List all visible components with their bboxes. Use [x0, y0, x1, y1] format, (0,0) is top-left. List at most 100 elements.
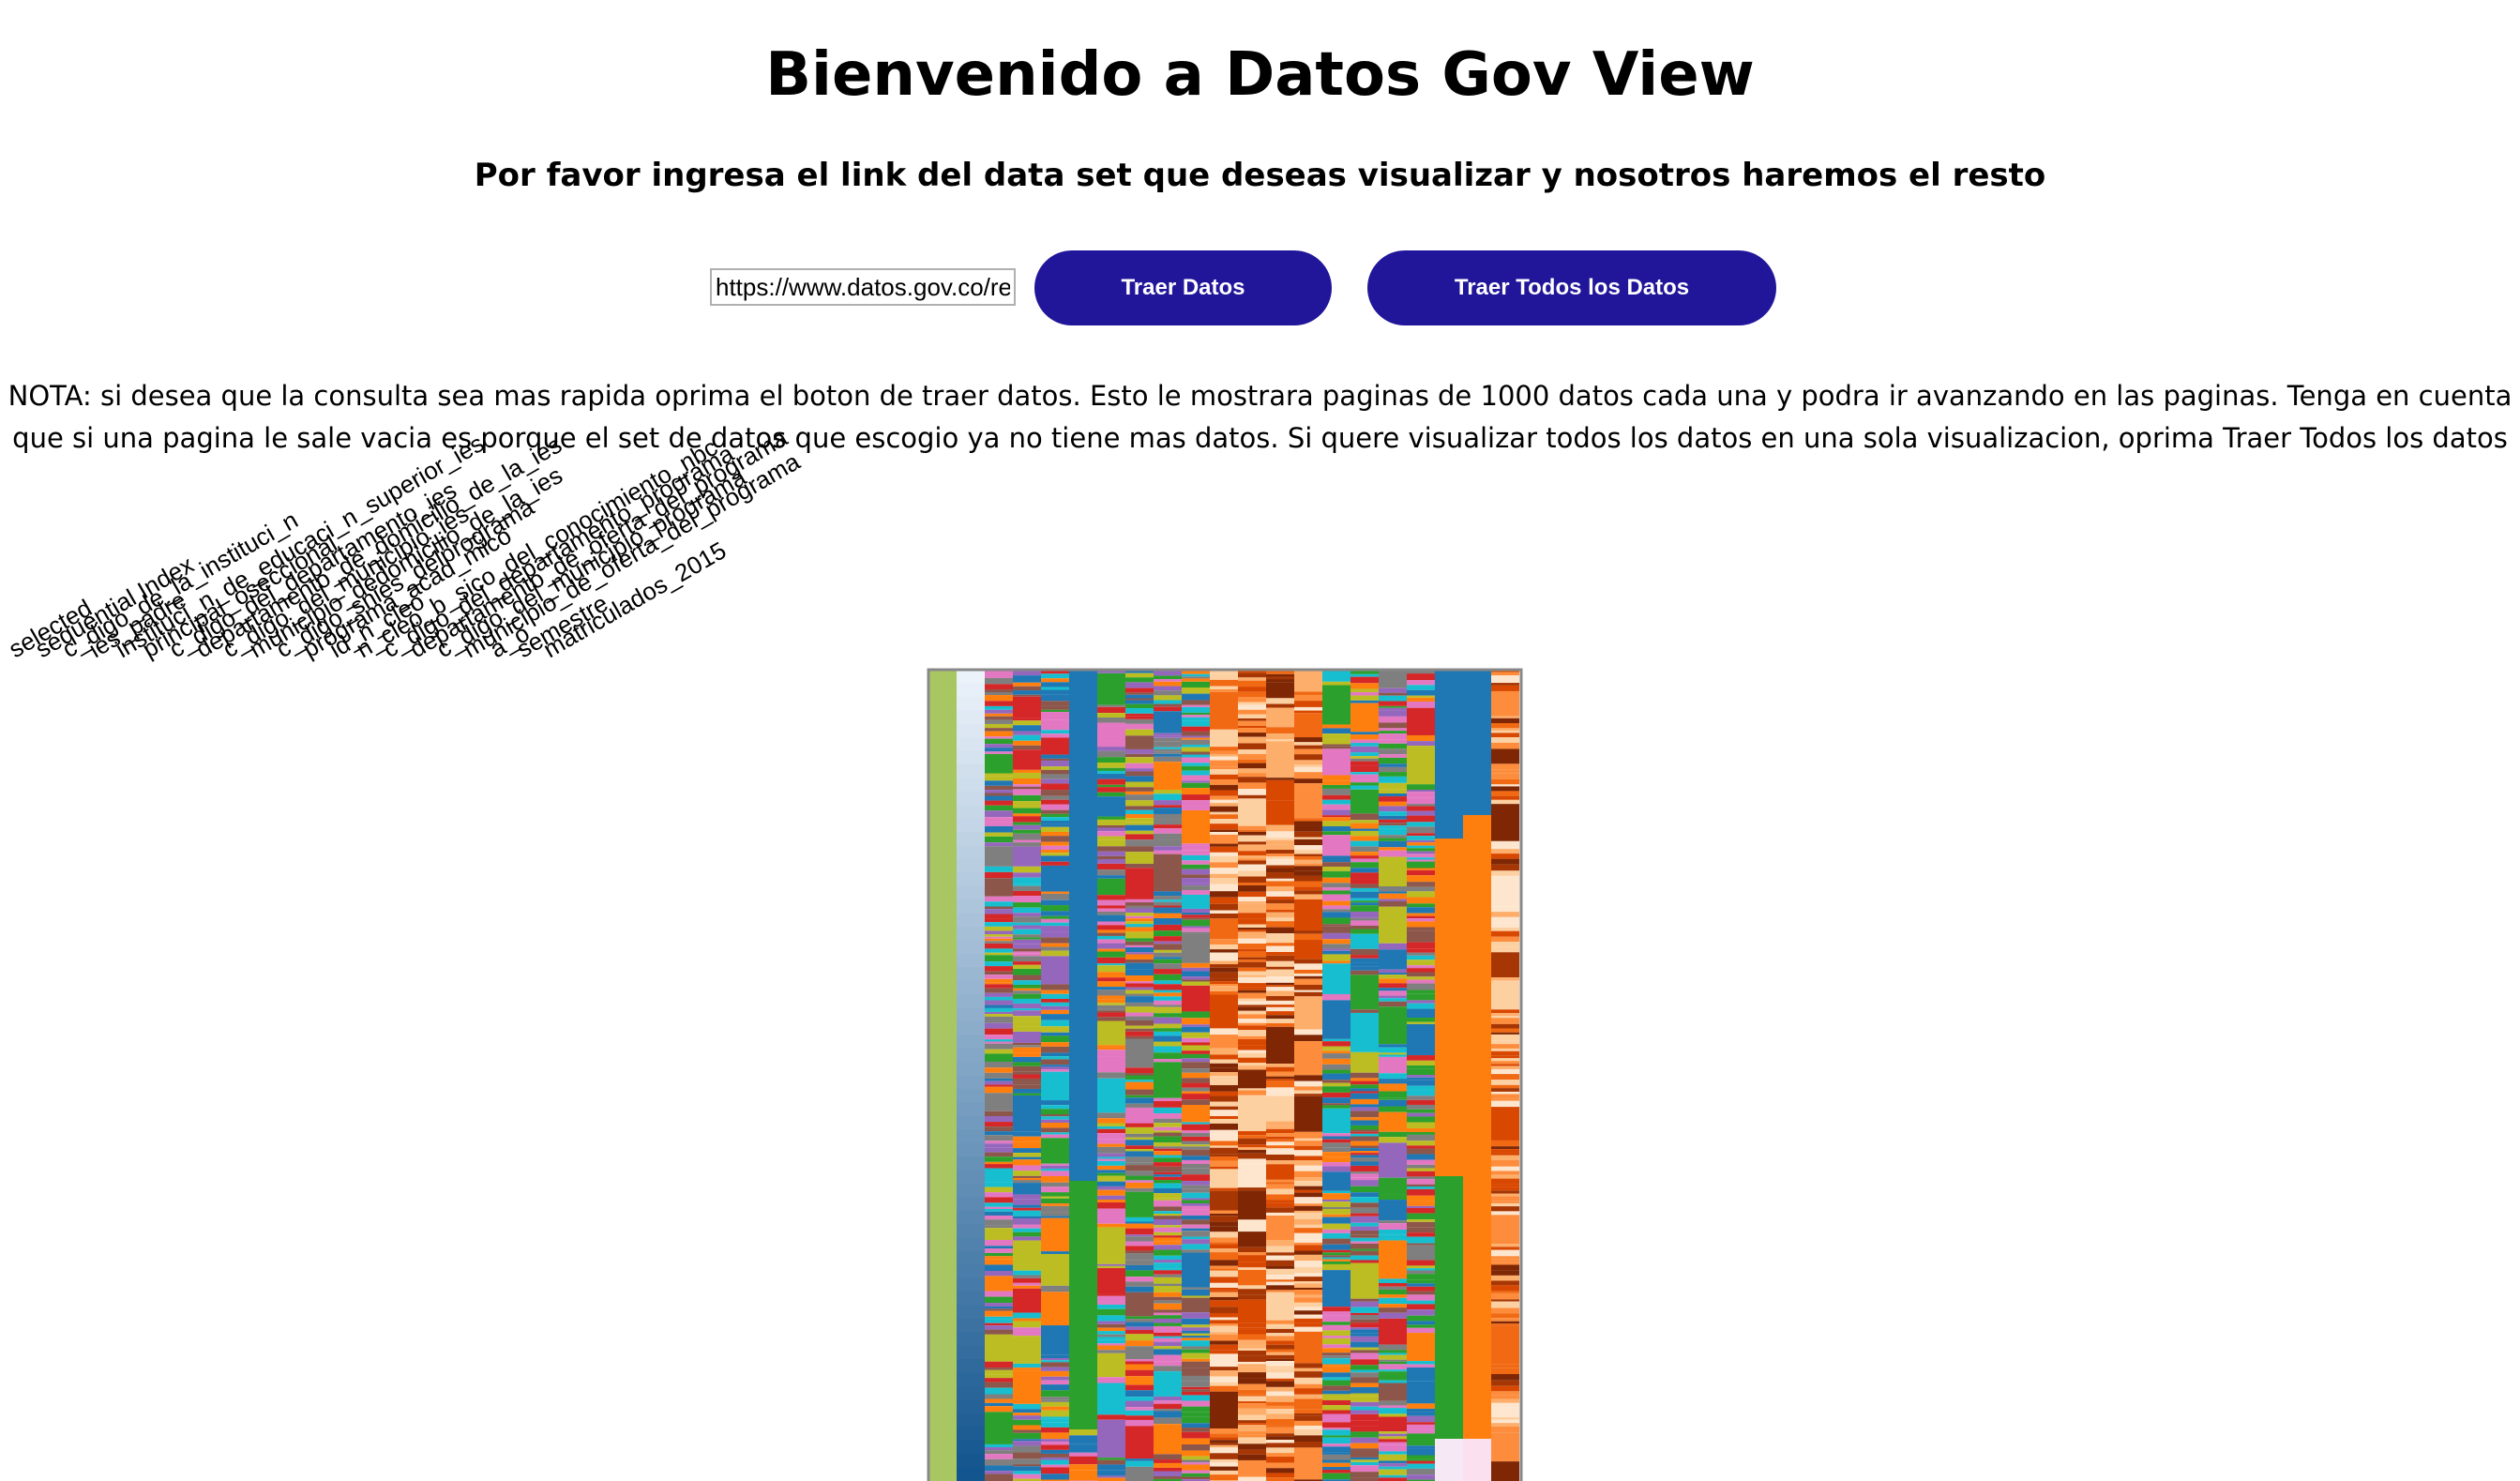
row-band	[1238, 1038, 1266, 1046]
column-strip[interactable]	[1125, 670, 1154, 1481]
row-band	[1210, 686, 1238, 690]
column-strip[interactable]	[1069, 670, 1097, 1481]
row-band	[1351, 1125, 1379, 1130]
column-strip[interactable]	[1407, 670, 1435, 1481]
row-band	[1491, 1016, 1519, 1019]
column-strip[interactable]	[1013, 670, 1041, 1481]
row-band	[1182, 737, 1210, 740]
row-band	[1266, 912, 1294, 918]
column-strip[interactable]	[1322, 670, 1351, 1481]
row-band	[1379, 1106, 1407, 1112]
row-band	[1125, 990, 1154, 994]
row-band	[1210, 1382, 1238, 1386]
row-band	[1351, 1465, 1379, 1473]
row-band	[1322, 1336, 1351, 1338]
row-band	[1125, 1156, 1154, 1163]
chart-border	[927, 668, 1523, 1481]
row-band	[1154, 828, 1182, 834]
row-band	[1182, 788, 1210, 795]
column-label: c_digo_del_departamento_programa	[378, 439, 739, 663]
row-band	[1266, 1285, 1294, 1291]
column-strip[interactable]	[1491, 670, 1519, 1481]
traer-todos-button[interactable]: Traer Todos los Datos	[1367, 250, 1776, 325]
row-band	[1013, 1180, 1041, 1184]
row-band	[1351, 1111, 1379, 1118]
row-band	[1210, 1344, 1238, 1351]
row-band	[1238, 1225, 1266, 1232]
row-band	[1182, 1104, 1210, 1123]
column-strip[interactable]	[1463, 670, 1491, 1481]
row-band	[1379, 1194, 1407, 1201]
row-band	[1407, 1014, 1435, 1019]
row-band	[985, 795, 1013, 801]
row-band	[1294, 959, 1322, 961]
row-band	[1407, 1415, 1435, 1419]
row-band	[1154, 1151, 1182, 1156]
row-band	[1013, 1016, 1041, 1022]
row-band	[1266, 910, 1294, 913]
column-strip[interactable]	[1379, 670, 1407, 1481]
row-band	[1238, 1361, 1266, 1365]
column-strip[interactable]	[1210, 670, 1238, 1481]
row-band	[1125, 1031, 1154, 1036]
row-band	[985, 978, 1013, 983]
row-band	[1491, 1323, 1519, 1326]
row-band	[1238, 718, 1266, 721]
column-strip[interactable]	[928, 670, 957, 1481]
row-band	[1238, 944, 1266, 949]
row-band	[1238, 903, 1266, 911]
row-band	[1379, 772, 1407, 777]
row-band	[1491, 683, 1519, 686]
row-band	[1182, 1459, 1210, 1463]
column-strips[interactable]	[928, 670, 1519, 1481]
row-band	[1154, 936, 1182, 942]
row-band	[985, 1368, 1013, 1370]
row-band	[1210, 1141, 1238, 1146]
column-strip[interactable]	[957, 670, 985, 1481]
row-band	[1210, 1166, 1238, 1170]
row-band	[1154, 737, 1182, 742]
row-band	[1238, 1131, 1266, 1136]
row-band	[1154, 711, 1182, 733]
row-band	[985, 975, 1013, 979]
row-band	[1322, 1156, 1351, 1163]
row-band	[1154, 1176, 1182, 1181]
row-band	[1322, 788, 1351, 795]
row-band	[1182, 1297, 1210, 1313]
column-strip[interactable]	[1238, 670, 1266, 1481]
column-strip[interactable]	[1294, 670, 1322, 1481]
row-band	[985, 1143, 1013, 1148]
row-band	[1013, 953, 1041, 957]
row-band	[1154, 949, 1182, 953]
row-band	[1210, 1101, 1238, 1107]
column-strip[interactable]	[1154, 670, 1182, 1481]
row-band	[1294, 1420, 1322, 1426]
column-strip[interactable]	[1182, 670, 1210, 1481]
row-band	[1097, 981, 1125, 988]
column-strip[interactable]	[985, 670, 1013, 1481]
column-strip[interactable]	[1351, 670, 1379, 1481]
row-band	[1491, 912, 1519, 917]
row-band	[1210, 913, 1238, 919]
column-strip[interactable]	[1266, 670, 1294, 1481]
row-band	[1407, 685, 1435, 690]
row-band	[1013, 789, 1041, 795]
row-band	[1013, 1165, 1041, 1171]
row-band	[1238, 910, 1266, 914]
row-band	[1294, 1302, 1322, 1307]
dataset-url-input[interactable]	[710, 268, 1016, 306]
row-band	[1266, 1290, 1294, 1292]
row-band	[1322, 1469, 1351, 1473]
column-strip[interactable]	[1041, 670, 1069, 1481]
row-band	[1379, 1200, 1407, 1221]
row-band	[1238, 1434, 1266, 1438]
row-band	[1154, 1005, 1182, 1007]
column-strip[interactable]	[1097, 670, 1125, 1481]
row-band	[1154, 1171, 1182, 1175]
row-band	[985, 670, 1013, 673]
row-band	[1266, 865, 1294, 869]
row-band	[1407, 1324, 1435, 1328]
column-strip[interactable]	[1435, 670, 1463, 1481]
traer-datos-button[interactable]: Traer Datos	[1034, 250, 1332, 325]
row-band	[957, 1345, 985, 1361]
